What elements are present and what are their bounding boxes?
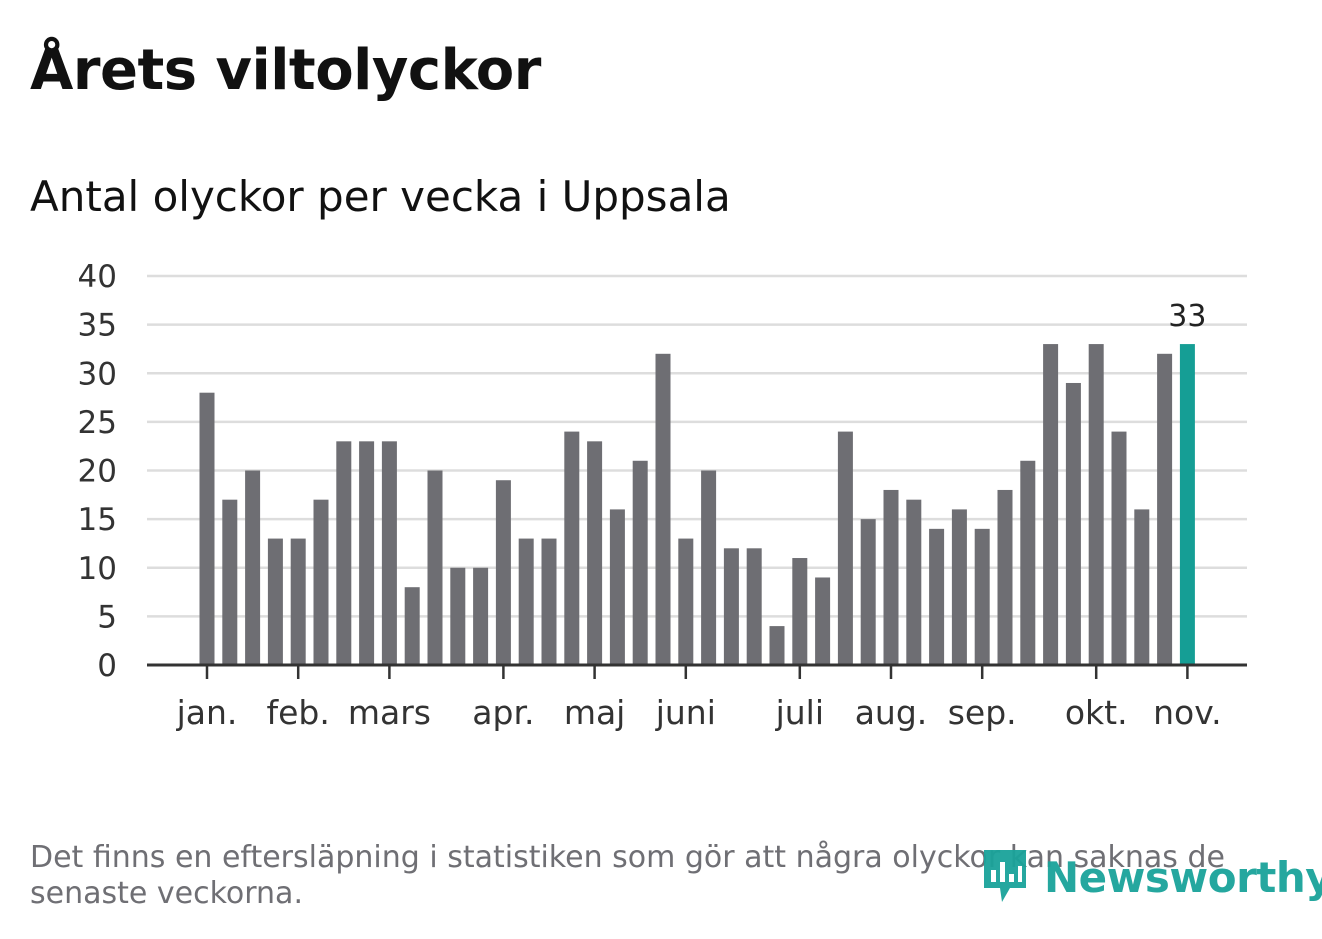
x-tick-label: aug. (855, 693, 928, 732)
bar (655, 353, 671, 665)
bar (381, 441, 397, 665)
bar (564, 431, 580, 665)
x-tick-label: nov. (1153, 693, 1222, 732)
highlight-value-label: 33 (1168, 299, 1206, 334)
bar (906, 499, 922, 665)
bar (404, 587, 420, 665)
x-tick-label: okt. (1065, 693, 1128, 732)
y-tick-label: 25 (78, 405, 117, 441)
bar (222, 499, 238, 665)
y-tick-label: 0 (97, 648, 117, 684)
y-tick-label: 20 (78, 454, 117, 490)
bar (1157, 353, 1173, 665)
y-tick-label: 5 (97, 599, 117, 635)
bar (769, 626, 785, 665)
bar (632, 460, 648, 665)
brand-name: Newsworthy (1044, 852, 1322, 902)
x-tick-label: feb. (267, 693, 330, 732)
bar (427, 470, 443, 665)
newsworthy-logo: Newsworthy (980, 846, 1322, 908)
chart-subtitle: Antal olyckor per vecka i Uppsala (30, 172, 731, 221)
gridlines (147, 274, 1247, 618)
bar (1088, 344, 1104, 665)
x-tick-label: maj (564, 693, 626, 732)
y-tick-label: 35 (78, 308, 117, 344)
bar-highlight (1179, 344, 1195, 665)
bar (792, 558, 808, 665)
bar (587, 441, 603, 665)
bar (336, 441, 352, 665)
y-tick-label: 40 (78, 259, 117, 295)
chart-title: Årets viltolyckor (30, 38, 541, 103)
bars (199, 344, 1195, 665)
bar (290, 538, 306, 665)
bar (723, 548, 739, 665)
bar (1043, 344, 1059, 665)
bar (860, 519, 876, 665)
newsworthy-logo-icon (984, 850, 1026, 902)
bar (313, 499, 329, 665)
y-axis-ticks: 0 5 10 15 20 25 30 35 40 (78, 259, 117, 684)
bar (701, 470, 717, 665)
bar (815, 577, 831, 665)
bar (518, 538, 534, 665)
bar (199, 392, 215, 665)
y-tick-label: 10 (78, 551, 117, 587)
y-tick-label: 30 (78, 356, 117, 392)
x-axis-ticks: jan. feb. mars apr. maj juni juli aug. sep. okt. n… (176, 665, 1222, 732)
bar (678, 538, 694, 665)
bar (837, 431, 853, 665)
bar (450, 567, 466, 665)
x-tick-label: mars (348, 693, 431, 732)
x-tick-label: jan. (176, 693, 238, 732)
x-tick-label: juli (775, 693, 824, 732)
bar (997, 489, 1013, 665)
bar (1111, 431, 1127, 665)
bar (883, 489, 899, 665)
bar (1020, 460, 1036, 665)
bar (267, 538, 283, 665)
y-tick-label: 15 (78, 502, 117, 538)
bar (929, 528, 945, 665)
bar (951, 509, 967, 665)
bar (1065, 382, 1081, 665)
x-tick-label: juni (655, 693, 716, 732)
x-tick-label: sep. (948, 693, 1017, 732)
value-labels: 33 (1168, 299, 1206, 334)
bar (974, 528, 990, 665)
bar (541, 538, 557, 665)
bar (473, 567, 489, 665)
bar (746, 548, 762, 665)
bar (359, 441, 375, 665)
x-tick-label: apr. (472, 693, 534, 732)
bar (1134, 509, 1150, 665)
bar (495, 480, 511, 665)
bar (245, 470, 261, 665)
bar (609, 509, 625, 665)
